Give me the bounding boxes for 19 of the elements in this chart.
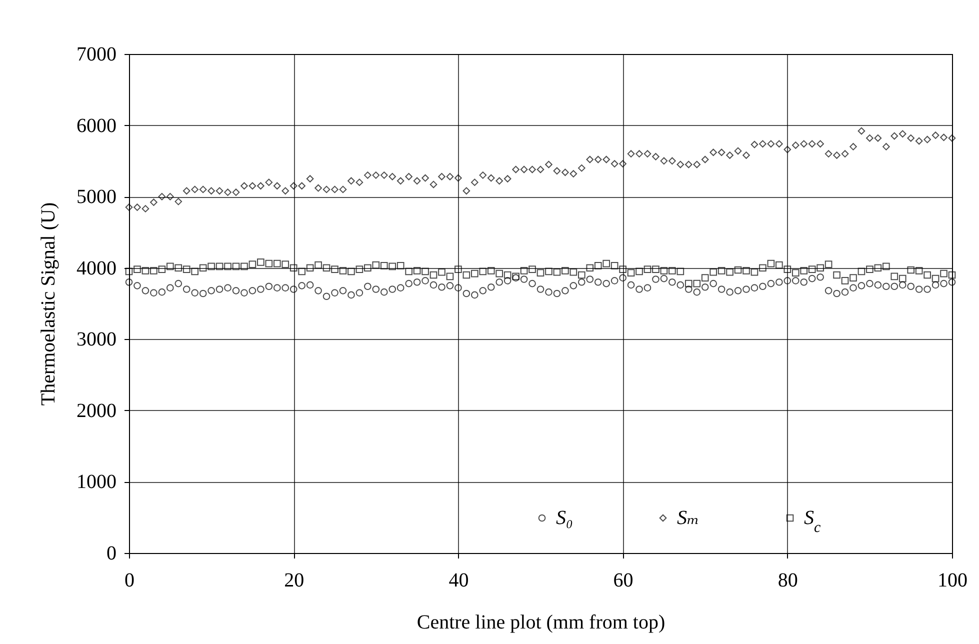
y-tick-label: 5000 <box>76 186 116 208</box>
y-tick-label: 0 <box>106 542 116 564</box>
x-tick-label: 20 <box>284 570 304 592</box>
legend-label: Sₘ <box>677 507 700 529</box>
x-tick-label: 60 <box>613 570 634 592</box>
x-tick-label: 80 <box>778 570 798 592</box>
y-axis-title: Thermoelastic Signal (U) <box>38 202 60 406</box>
y-tick-label: 3000 <box>76 328 116 351</box>
y-tick-label: 6000 <box>76 114 116 137</box>
x-tick-label: 40 <box>448 570 469 592</box>
x-tick-label: 100 <box>938 570 968 592</box>
y-tick-label: 2000 <box>76 400 116 422</box>
legend-label: S₀ <box>556 507 573 529</box>
x-axis-title: Centre line plot (mm from top) <box>416 612 666 634</box>
y-tick-label: 4000 <box>76 257 116 280</box>
y-tick-label: 1000 <box>76 471 116 494</box>
y-tick-label: 7000 <box>76 44 116 66</box>
legend-label: S$_{c}$ <box>804 507 821 536</box>
x-tick-label: 0 <box>124 570 134 592</box>
